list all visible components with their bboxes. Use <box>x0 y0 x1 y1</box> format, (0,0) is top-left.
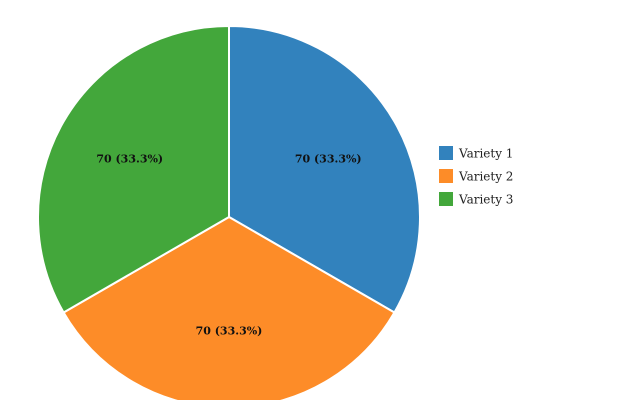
legend-item-3[interactable]: Variety 3 <box>439 192 513 207</box>
legend: Variety 1 Variety 2 Variety 3 <box>439 146 513 207</box>
legend-item-2[interactable]: Variety 2 <box>439 169 513 184</box>
slice-label-2: 70 (33.3%) <box>196 325 263 338</box>
legend-item-1[interactable]: Variety 1 <box>439 146 513 161</box>
slice-label-3: 70 (33.3%) <box>96 153 163 166</box>
legend-swatch-1 <box>439 146 453 160</box>
pie-slice-1[interactable] <box>228 24 421 314</box>
legend-label-3: Variety 3 <box>458 193 513 207</box>
slice-label-1: 70 (33.3%) <box>295 153 362 166</box>
pie-slice-2[interactable] <box>62 215 396 404</box>
legend-swatch-2 <box>439 169 453 183</box>
pie-slice-3[interactable] <box>37 24 230 314</box>
legend-swatch-3 <box>439 192 453 206</box>
legend-label-1: Variety 1 <box>458 147 513 161</box>
legend-label-2: Variety 2 <box>458 170 513 184</box>
